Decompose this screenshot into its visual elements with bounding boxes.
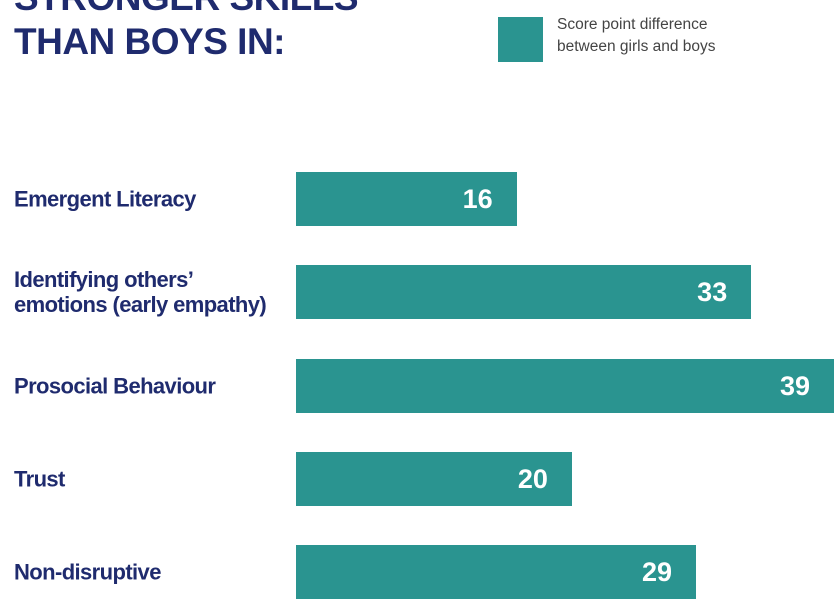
bar xyxy=(296,545,697,599)
category-label: Emergent Literacy xyxy=(14,186,196,212)
chart-title: STRONGER SKILLS THAN BOYS IN: xyxy=(14,0,359,62)
category-label: Identifying others’ emotions (early empa… xyxy=(14,267,267,318)
bar xyxy=(296,172,517,226)
legend-label: Score point difference between girls and… xyxy=(557,16,716,55)
category-label: Prosocial Behaviour xyxy=(14,373,216,398)
legend-swatch xyxy=(498,17,543,62)
category-label: Trust xyxy=(14,466,65,492)
bar xyxy=(296,451,572,506)
bar xyxy=(296,265,752,320)
value-label: 20 xyxy=(517,463,548,494)
value-label: 33 xyxy=(697,277,728,308)
value-label: 39 xyxy=(779,370,810,401)
bar xyxy=(296,358,834,413)
value-label: 16 xyxy=(462,184,493,214)
value-label: 29 xyxy=(642,557,673,587)
category-label: Non-disruptive xyxy=(14,559,161,585)
